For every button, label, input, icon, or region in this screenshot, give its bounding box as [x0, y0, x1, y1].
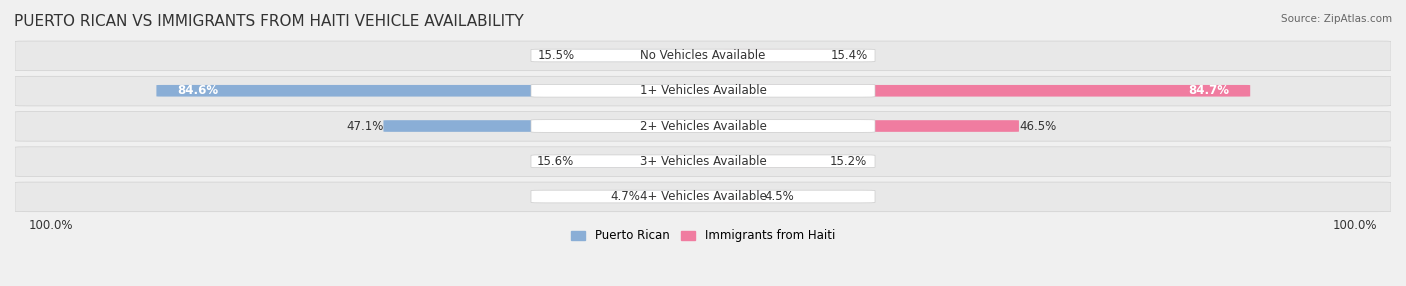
Text: 1+ Vehicles Available: 1+ Vehicles Available [640, 84, 766, 97]
Text: 4+ Vehicles Available: 4+ Vehicles Available [640, 190, 766, 203]
FancyBboxPatch shape [575, 50, 682, 61]
Text: 15.2%: 15.2% [830, 155, 866, 168]
Text: 15.6%: 15.6% [537, 155, 574, 168]
FancyBboxPatch shape [15, 147, 1391, 176]
Text: PUERTO RICAN VS IMMIGRANTS FROM HAITI VEHICLE AVAILABILITY: PUERTO RICAN VS IMMIGRANTS FROM HAITI VE… [14, 14, 524, 29]
FancyBboxPatch shape [384, 120, 682, 132]
FancyBboxPatch shape [724, 120, 1019, 132]
Text: 100.0%: 100.0% [28, 219, 73, 233]
FancyBboxPatch shape [15, 112, 1391, 141]
FancyBboxPatch shape [531, 120, 875, 132]
FancyBboxPatch shape [15, 41, 1391, 71]
Text: 15.5%: 15.5% [537, 49, 575, 62]
FancyBboxPatch shape [531, 84, 875, 97]
Text: 84.7%: 84.7% [1188, 84, 1230, 97]
Text: 4.7%: 4.7% [610, 190, 640, 203]
FancyBboxPatch shape [574, 156, 682, 167]
FancyBboxPatch shape [15, 76, 1391, 106]
FancyBboxPatch shape [531, 49, 875, 62]
Text: 47.1%: 47.1% [346, 120, 384, 132]
FancyBboxPatch shape [156, 85, 682, 97]
Text: 15.4%: 15.4% [831, 49, 868, 62]
Text: 3+ Vehicles Available: 3+ Vehicles Available [640, 155, 766, 168]
FancyBboxPatch shape [640, 191, 682, 202]
FancyBboxPatch shape [531, 155, 875, 168]
Text: Source: ZipAtlas.com: Source: ZipAtlas.com [1281, 14, 1392, 24]
FancyBboxPatch shape [724, 191, 765, 202]
FancyBboxPatch shape [724, 85, 1250, 97]
Text: 2+ Vehicles Available: 2+ Vehicles Available [640, 120, 766, 132]
Text: 46.5%: 46.5% [1019, 120, 1056, 132]
FancyBboxPatch shape [15, 182, 1391, 212]
Text: 84.6%: 84.6% [177, 84, 218, 97]
FancyBboxPatch shape [531, 190, 875, 203]
Text: 100.0%: 100.0% [1333, 219, 1378, 233]
FancyBboxPatch shape [724, 50, 831, 61]
FancyBboxPatch shape [724, 156, 830, 167]
Text: 4.5%: 4.5% [765, 190, 794, 203]
Text: No Vehicles Available: No Vehicles Available [640, 49, 766, 62]
Legend: Puerto Rican, Immigrants from Haiti: Puerto Rican, Immigrants from Haiti [567, 225, 839, 247]
